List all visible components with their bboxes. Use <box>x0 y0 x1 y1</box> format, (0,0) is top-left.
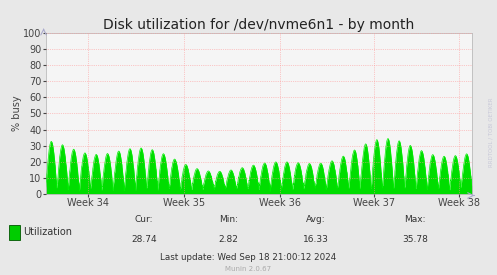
Text: Munin 2.0.67: Munin 2.0.67 <box>226 266 271 272</box>
Text: Min:: Min: <box>219 216 238 224</box>
Text: 28.74: 28.74 <box>131 235 157 244</box>
Text: 2.82: 2.82 <box>219 235 239 244</box>
Text: Utilization: Utilization <box>23 227 73 237</box>
Text: Last update: Wed Sep 18 21:00:12 2024: Last update: Wed Sep 18 21:00:12 2024 <box>161 253 336 262</box>
Y-axis label: % busy: % busy <box>12 96 22 131</box>
Text: RRDTOOL / TOBI OETIKER: RRDTOOL / TOBI OETIKER <box>489 97 494 167</box>
Text: Max:: Max: <box>404 216 426 224</box>
Text: 16.33: 16.33 <box>303 235 329 244</box>
Title: Disk utilization for /dev/nvme6n1 - by month: Disk utilization for /dev/nvme6n1 - by m… <box>103 18 414 32</box>
Text: 35.78: 35.78 <box>402 235 428 244</box>
Text: Avg:: Avg: <box>306 216 326 224</box>
Text: Cur:: Cur: <box>135 216 154 224</box>
